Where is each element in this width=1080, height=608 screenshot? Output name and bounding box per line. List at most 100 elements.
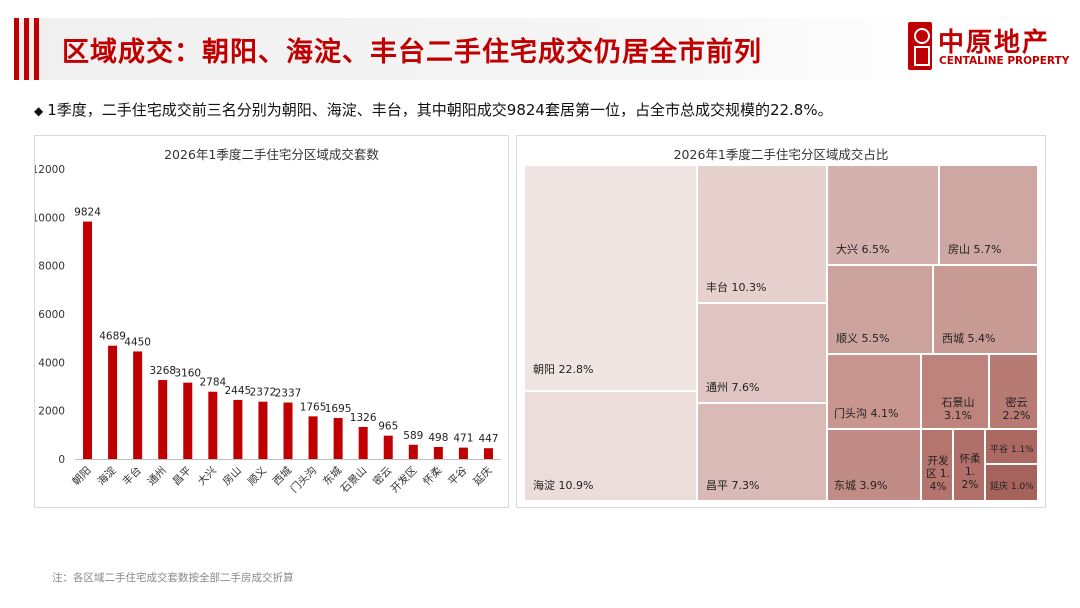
- bar: [83, 221, 93, 459]
- bar-value-label: 1695: [325, 403, 352, 415]
- treemap-chart: 朝阳 22.8% 海淀 10.9% 丰台 10.3% 通州 7.6% 昌平 7.3% 大兴…: [524, 165, 1038, 501]
- bar-chart-panel: 2026年1季度二手住宅分区域成交套数 0 2000 4000 6000 8000 100…: [34, 135, 509, 508]
- page-title: 区域成交：朝阳、海淀、丰台二手住宅成交仍居全市前列: [62, 37, 762, 68]
- x-tick-label: 石景山: [339, 465, 370, 496]
- bar-value-label: 447: [478, 433, 498, 445]
- x-tick-label: 丰台: [120, 464, 144, 488]
- treemap-label: 东城 3.9%: [834, 479, 888, 492]
- bar: [158, 380, 168, 459]
- treemap-label: 海淀 10.9%: [533, 479, 594, 492]
- y-tick-label: 4000: [38, 357, 65, 369]
- treemap-label: 密云 2.2%: [1002, 396, 1031, 422]
- bar: [133, 351, 143, 459]
- logo-text-cn: 中原地产: [938, 28, 1051, 58]
- x-tick-label: 顺义: [246, 464, 270, 488]
- treemap-label: 平谷 1.1%: [990, 445, 1034, 455]
- treemap-label: 门头沟 4.1%: [834, 407, 899, 420]
- bar: [383, 435, 393, 459]
- header-stripe: [34, 18, 39, 80]
- bar-value-label: 471: [453, 433, 473, 445]
- bar: [358, 426, 368, 459]
- x-tick-label: 海淀: [95, 464, 119, 488]
- treemap-cell: 平谷 1.1%: [985, 429, 1038, 464]
- x-tick-label: 平谷: [446, 464, 470, 488]
- logo-text-en: CENTALINE PROPERTY: [939, 55, 1070, 67]
- treemap-title: 2026年1季度二手住宅分区域成交占比: [673, 147, 889, 162]
- treemap-cell: 朝阳 22.8%: [524, 165, 697, 391]
- bar-chart-title: 2026年1季度二手住宅分区域成交套数: [164, 147, 379, 162]
- bar-value-label: 498: [428, 432, 448, 444]
- bar-chart: 0 2000 4000 6000 8000 10000 12000 9824 朝阳 4689 海淀 4…: [35, 164, 501, 496]
- treemap-cell: 开发区 1.4%: [921, 429, 953, 501]
- treemap-cell: 门头沟 4.1%: [827, 354, 921, 429]
- bar: [408, 444, 418, 459]
- x-tick-label: 开发区: [388, 464, 419, 495]
- treemap-label: 西城 5.4%: [942, 332, 996, 345]
- treemap-panel: 2026年1季度二手住宅分区域成交占比 朝阳 22.8% 海淀 10.9% 丰台 1…: [516, 135, 1046, 508]
- bar: [258, 401, 268, 459]
- bar: [208, 391, 218, 459]
- treemap-cell: 石景山 3.1%: [921, 354, 989, 429]
- bar-value-label: 2784: [199, 377, 226, 389]
- bar-value-label: 1765: [300, 401, 327, 413]
- y-tick-label: 0: [58, 454, 65, 466]
- x-tick-label: 昌平: [171, 465, 194, 488]
- header-stripe: [14, 18, 19, 80]
- bar: [308, 416, 318, 459]
- bar: [183, 382, 193, 459]
- treemap-cell: 顺义 5.5%: [827, 265, 933, 354]
- bar-value-label: 3268: [149, 365, 176, 377]
- summary-text: 1季度，二手住宅成交前三名分别为朝阳、海淀、丰台，其中朝阳成交9824套居第一位…: [47, 101, 833, 119]
- treemap-cell: 房山 5.7%: [939, 165, 1038, 265]
- x-tick-label: 通州: [145, 465, 168, 488]
- bar-value-label: 1326: [350, 412, 377, 424]
- summary-bullet: ◆ 1季度，二手住宅成交前三名分别为朝阳、海淀、丰台，其中朝阳成交9824套居第一…: [34, 99, 833, 120]
- bar-value-label: 2445: [225, 385, 252, 397]
- y-tick-label: 8000: [38, 261, 65, 273]
- treemap-label: 石景山 3.1%: [941, 396, 975, 422]
- company-logo: 中原地产 CENTALINE PROPERTY: [908, 22, 1073, 72]
- bar: [458, 447, 468, 459]
- header-stripe: [24, 18, 29, 80]
- treemap-label: 通州 7.6%: [706, 381, 760, 394]
- treemap-cell: 西城 5.4%: [933, 265, 1038, 354]
- footnote: 注：各区域二手住宅成交套数按全部二手房成交折算: [52, 572, 294, 584]
- bar: [433, 446, 443, 459]
- x-tick-label: 房山: [220, 464, 244, 488]
- treemap-cell: 延庆 1.0%: [985, 464, 1038, 501]
- treemap-label: 开发区 1.4%: [926, 455, 950, 493]
- x-tick-label: 朝阳: [70, 465, 93, 488]
- bar-value-label: 965: [378, 421, 398, 433]
- treemap-cell: 海淀 10.9%: [524, 391, 697, 501]
- x-tick-label: 延庆: [471, 464, 495, 488]
- x-tick-label: 怀柔: [421, 464, 445, 488]
- treemap-label: 怀柔 1.2%: [959, 453, 981, 491]
- bullet-diamond-icon: ◆: [34, 104, 44, 118]
- y-tick-label: 6000: [38, 309, 65, 321]
- treemap-label: 昌平 7.3%: [706, 479, 760, 492]
- treemap-cell: 大兴 6.5%: [827, 165, 939, 265]
- treemap-label: 大兴 6.5%: [836, 243, 890, 256]
- bar: [283, 402, 293, 459]
- bar: [233, 399, 243, 459]
- treemap-cell: 昌平 7.3%: [697, 403, 827, 501]
- treemap-cell: 密云 2.2%: [989, 354, 1038, 429]
- bar-value-label: 2337: [275, 388, 302, 400]
- treemap-label: 顺义 5.5%: [836, 332, 890, 345]
- logo-mark-icon: [908, 22, 932, 70]
- y-tick-label: 10000: [35, 212, 65, 224]
- bar-value-label: 3160: [174, 368, 201, 380]
- treemap-label: 朝阳 22.8%: [533, 363, 594, 376]
- treemap-label: 延庆 1.0%: [990, 482, 1034, 492]
- treemap-cell: 东城 3.9%: [827, 429, 921, 501]
- treemap-cell: 丰台 10.3%: [697, 165, 827, 303]
- x-tick-label: 门头沟: [288, 464, 319, 495]
- header-banner: [14, 18, 944, 80]
- bar: [108, 345, 118, 459]
- bar: [483, 448, 493, 459]
- bar-value-label: 589: [403, 430, 423, 442]
- bar-value-label: 4689: [99, 331, 126, 343]
- bar-value-label: 9824: [74, 207, 101, 219]
- y-tick-label: 2000: [38, 406, 65, 418]
- bar-value-label: 4450: [124, 336, 151, 348]
